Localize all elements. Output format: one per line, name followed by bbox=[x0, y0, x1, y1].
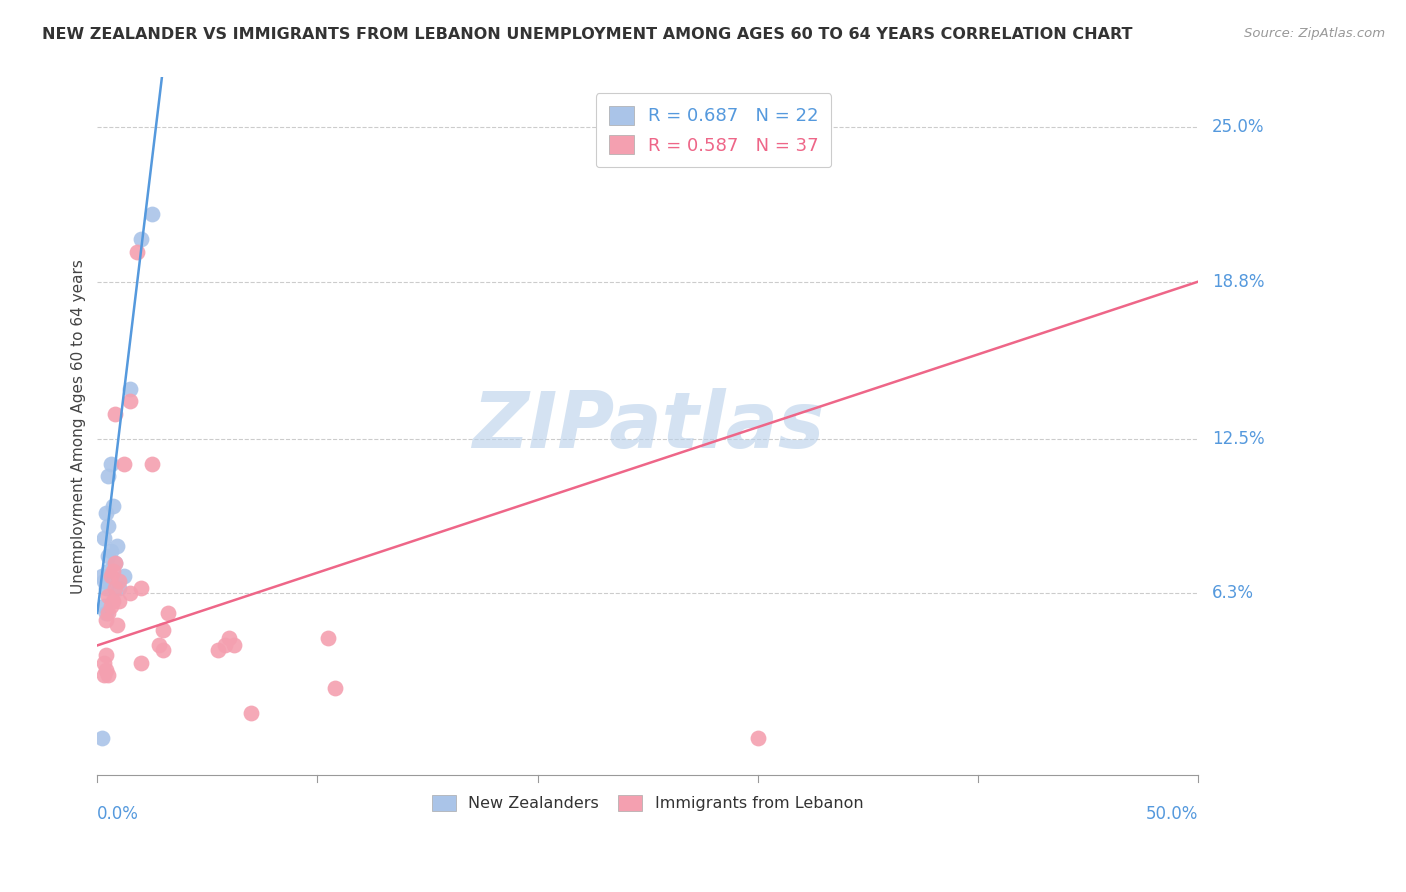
Point bbox=[120, 382, 142, 396]
Point bbox=[101, 564, 124, 578]
Point bbox=[141, 207, 163, 221]
Text: 50.0%: 50.0% bbox=[1146, 805, 1198, 823]
Point bbox=[112, 457, 135, 471]
Point bbox=[131, 656, 153, 670]
Legend: New Zealanders, Immigrants from Lebanon: New Zealanders, Immigrants from Lebanon bbox=[423, 787, 872, 819]
Point bbox=[108, 593, 131, 607]
Point bbox=[141, 457, 163, 471]
Point bbox=[93, 531, 115, 545]
Point bbox=[318, 631, 340, 645]
Point bbox=[100, 457, 122, 471]
Point bbox=[93, 668, 115, 682]
Point bbox=[747, 731, 769, 745]
Point bbox=[97, 589, 120, 603]
Point bbox=[97, 518, 120, 533]
Point bbox=[108, 574, 131, 588]
Text: 12.5%: 12.5% bbox=[1212, 430, 1264, 448]
Point bbox=[148, 639, 170, 653]
Text: 25.0%: 25.0% bbox=[1212, 119, 1264, 136]
Point bbox=[97, 668, 120, 682]
Point bbox=[120, 586, 142, 600]
Text: 18.8%: 18.8% bbox=[1212, 273, 1264, 291]
Point bbox=[207, 643, 229, 657]
Text: ZIPatlas: ZIPatlas bbox=[471, 388, 824, 464]
Point bbox=[125, 244, 148, 259]
Point bbox=[323, 681, 346, 695]
Point bbox=[96, 663, 118, 677]
Point bbox=[96, 614, 118, 628]
Point bbox=[218, 631, 240, 645]
Point bbox=[131, 581, 153, 595]
Point bbox=[104, 556, 127, 570]
Point bbox=[96, 648, 118, 663]
Point bbox=[104, 556, 127, 570]
Text: Source: ZipAtlas.com: Source: ZipAtlas.com bbox=[1244, 27, 1385, 40]
Point bbox=[152, 624, 174, 638]
Point bbox=[120, 394, 142, 409]
Point bbox=[97, 469, 120, 483]
Point bbox=[97, 549, 120, 563]
Y-axis label: Unemployment Among Ages 60 to 64 years: Unemployment Among Ages 60 to 64 years bbox=[72, 259, 86, 593]
Point bbox=[131, 232, 153, 246]
Point bbox=[90, 731, 112, 745]
Point bbox=[112, 568, 135, 582]
Point bbox=[240, 706, 263, 720]
Text: 6.3%: 6.3% bbox=[1212, 584, 1254, 602]
Point bbox=[97, 606, 120, 620]
Point bbox=[156, 606, 179, 620]
Point bbox=[101, 499, 124, 513]
Point bbox=[96, 507, 118, 521]
Point bbox=[93, 656, 115, 670]
Point bbox=[93, 599, 115, 613]
Point bbox=[214, 639, 236, 653]
Point bbox=[93, 574, 115, 588]
Point bbox=[105, 618, 128, 632]
Point bbox=[101, 593, 124, 607]
Point bbox=[104, 407, 127, 421]
Point bbox=[108, 581, 131, 595]
Point bbox=[100, 568, 122, 582]
Point bbox=[100, 543, 122, 558]
Point bbox=[90, 568, 112, 582]
Point bbox=[96, 606, 118, 620]
Point bbox=[104, 581, 127, 595]
Text: NEW ZEALANDER VS IMMIGRANTS FROM LEBANON UNEMPLOYMENT AMONG AGES 60 TO 64 YEARS : NEW ZEALANDER VS IMMIGRANTS FROM LEBANON… bbox=[42, 27, 1133, 42]
Point bbox=[97, 564, 120, 578]
Point bbox=[222, 639, 245, 653]
Point bbox=[105, 539, 128, 553]
Point bbox=[96, 581, 118, 595]
Point bbox=[100, 599, 122, 613]
Text: 0.0%: 0.0% bbox=[97, 805, 139, 823]
Point bbox=[152, 643, 174, 657]
